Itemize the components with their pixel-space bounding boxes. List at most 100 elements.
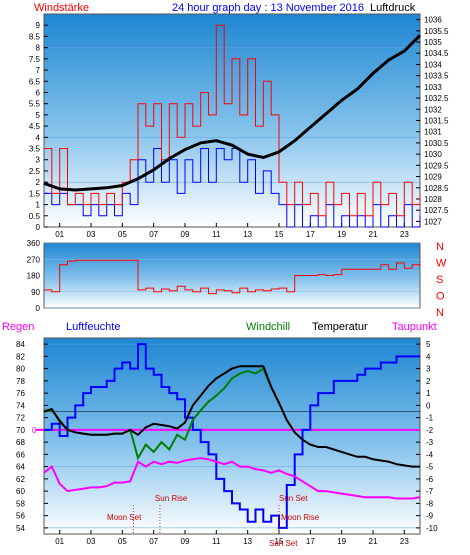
wind-tick-label: 8	[36, 44, 41, 53]
pressure-tick-label: 1028	[424, 195, 442, 204]
wind-tick-label: 5	[36, 111, 41, 120]
rain-axis-zero: 0	[32, 426, 37, 435]
wind-tick-label: 3	[36, 156, 41, 165]
x-tick-label: 23	[400, 230, 409, 239]
temperature-tick-label: 3	[426, 365, 431, 374]
humidity-tick-label: 56	[16, 512, 25, 521]
pressure-tick-label: 1028.5	[424, 184, 449, 193]
legend-windchill: Windchill	[246, 321, 290, 333]
direction-tick-label: 180	[27, 272, 41, 281]
x-tick-label: 07	[149, 537, 158, 546]
pressure-tick-label: 1034.5	[424, 49, 449, 58]
temperature-tick-label: -9	[426, 512, 434, 521]
x-tick-label: 01	[55, 230, 64, 239]
compass-label: W	[436, 258, 447, 270]
humidity-tick-label: 58	[16, 499, 25, 508]
temperature-tick-label: 2	[426, 377, 431, 386]
x-tick-label: 17	[306, 230, 315, 239]
pressure-tick-label: 1035	[424, 38, 442, 47]
humidity-tick-label: 76	[16, 389, 25, 398]
direction-series-line	[44, 259, 421, 295]
humidity-series-line	[44, 343, 420, 529]
temperature-tick-label: -6	[426, 475, 434, 484]
x-tick-label: 19	[337, 537, 346, 546]
astro-annotation: Sun Set	[269, 539, 298, 548]
pressure-tick-label: 1032.5	[424, 94, 449, 103]
humidity-tick-label: 74	[16, 401, 25, 410]
wind-pressure-x-ticks: 01 03 05 07 09 11 13 15 17 19 21 23	[55, 223, 409, 239]
x-tick-label: 05	[118, 230, 127, 239]
humidity-tick-label: 64	[16, 463, 25, 472]
humidity-tick-label: 60	[16, 487, 25, 496]
pressure-tick-label: 1027.5	[424, 206, 449, 215]
wind-tick-label: 4.5	[29, 122, 41, 131]
x-tick-label: 15	[275, 537, 284, 546]
humidity-tick-label: 62	[16, 475, 25, 484]
direction-tick-label: 270	[27, 255, 41, 264]
x-tick-label: 21	[369, 537, 378, 546]
temperature-tick-label: -10	[426, 524, 438, 533]
x-tick-label: 09	[181, 537, 190, 546]
x-tick-label: 09	[181, 230, 190, 239]
temperature-x-ticks: 01 03 05 07 09 11 13 15 17 19 21 23	[55, 530, 409, 546]
pressure-tick-label: 1033.5	[424, 72, 449, 81]
temperature-tick-label: -7	[426, 487, 434, 496]
wind-tick-label: 2.5	[29, 167, 41, 176]
direction-axis-ticks: 0 90 180 270 360	[27, 239, 41, 313]
graph-title: 24 hour graph day : 13 November 2016	[172, 2, 364, 14]
pressure-tick-label: 1030	[424, 150, 442, 159]
x-tick-label: 05	[118, 537, 127, 546]
x-tick-label: 23	[400, 537, 409, 546]
temperature-tick-label: -2	[426, 426, 434, 435]
temperature-tick-label: -1	[426, 414, 434, 423]
x-tick-label: 15	[275, 230, 284, 239]
wind-tick-label: 7.5	[29, 55, 41, 64]
pressure-tick-label: 1029.5	[424, 161, 449, 170]
wind-tick-label: 7	[36, 66, 41, 75]
pressure-series-line	[43, 34, 422, 192]
temperature-gridlines	[44, 343, 420, 529]
direction-tick-label: 90	[31, 288, 40, 297]
wind-title: Windstärke	[34, 2, 89, 14]
x-tick-label: 11	[212, 230, 221, 239]
compass-label: N	[436, 241, 444, 253]
direction-tick-label: 0	[36, 304, 41, 313]
temperature-series-line	[43, 365, 420, 468]
pressure-tick-label: 1036	[424, 16, 442, 25]
wind-tick-label: 2	[36, 178, 41, 187]
temperature-tick-label: 1	[426, 389, 431, 398]
pressure-tick-label: 1034	[424, 60, 442, 69]
legend-rain: Regen	[2, 321, 34, 333]
compass-label: S	[436, 274, 443, 286]
compass-label: N	[436, 307, 444, 319]
x-tick-label: 17	[306, 537, 315, 546]
legend-dewpoint: Taupunkt	[392, 321, 437, 333]
astro-annotation: Sun Rise	[155, 494, 188, 503]
humidity-tick-label: 78	[16, 377, 25, 386]
humidity-axis-ticks: 54 56 58 60 62 64 66 68 70 72 74 76 78 80 82 84	[16, 340, 48, 533]
pressure-tick-label: 1027	[424, 217, 442, 226]
humidity-tick-label: 80	[16, 365, 25, 374]
pressure-tick-label: 1030.5	[424, 139, 449, 148]
pressure-tick-label: 1029	[424, 173, 442, 182]
humidity-tick-label: 82	[16, 352, 25, 361]
humidity-tick-label: 66	[16, 450, 25, 459]
wind-tick-label: 9	[36, 21, 41, 30]
wind-pressure-panel	[43, 13, 421, 228]
compass-label: O	[436, 291, 445, 303]
wind-series-line	[44, 24, 421, 217]
temperature-tick-label: 0	[426, 401, 431, 410]
temperature-tick-label: -5	[426, 463, 434, 472]
temperature-tick-label: -8	[426, 499, 434, 508]
astro-annotation: Moon Rise	[281, 513, 320, 522]
x-tick-label: 19	[337, 230, 346, 239]
humidity-tick-label: 72	[16, 414, 25, 423]
pressure-axis-ticks: 1027 1027.5 1028 1028.5 1029 1029.5 1030 1030.5…	[416, 16, 449, 226]
astro-annotation: Moon Set	[107, 513, 142, 522]
temperature-tick-label: 5	[426, 340, 431, 349]
x-tick-label: 21	[369, 230, 378, 239]
humidity-tick-label: 54	[16, 524, 25, 533]
